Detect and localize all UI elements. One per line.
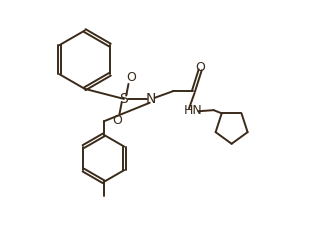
Text: O: O [126, 71, 136, 84]
Text: S: S [120, 92, 128, 106]
Text: O: O [195, 61, 205, 74]
Text: N: N [146, 92, 156, 106]
Text: O: O [112, 114, 122, 127]
Text: HN: HN [184, 104, 203, 117]
